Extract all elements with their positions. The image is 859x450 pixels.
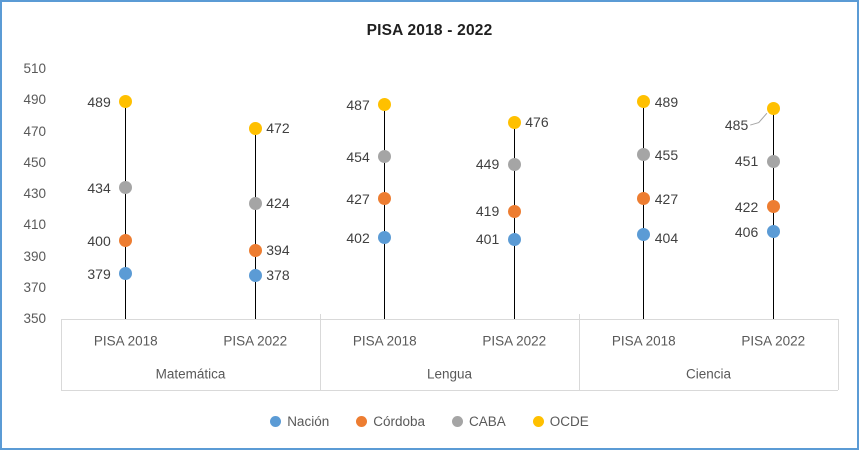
legend-item: OCDE — [532, 413, 589, 429]
data-point — [378, 192, 392, 206]
category-box-divider — [320, 314, 321, 390]
y-axis-tick-label: 410 — [23, 217, 46, 233]
legend-label: OCDE — [549, 413, 589, 429]
data-point-label: 394 — [266, 242, 290, 259]
data-point — [637, 95, 651, 109]
data-point-label: 434 — [87, 179, 111, 196]
data-point-label: 472 — [266, 120, 290, 137]
data-point-label: 454 — [346, 148, 370, 165]
legend-marker-icon — [356, 415, 368, 427]
data-point — [766, 101, 780, 115]
stem — [254, 128, 256, 319]
category-box-bottom-line — [61, 390, 838, 391]
data-point-label: 487 — [346, 96, 370, 113]
data-point-label: 489 — [87, 93, 111, 110]
data-point-label: 427 — [346, 190, 370, 207]
data-point — [637, 228, 651, 242]
stem — [125, 101, 127, 319]
axis-line — [61, 319, 838, 320]
stem — [513, 122, 515, 319]
y-axis-tick-label: 470 — [23, 123, 46, 139]
data-point-label: 422 — [734, 198, 759, 215]
data-point — [248, 121, 262, 135]
data-point — [378, 98, 392, 112]
legend-marker-icon — [532, 415, 544, 427]
data-point-label: 402 — [346, 229, 370, 246]
data-point-label: 485 — [724, 117, 749, 134]
data-point — [637, 192, 651, 206]
data-point-label: 476 — [525, 114, 549, 131]
data-point — [766, 154, 780, 168]
legend-label: Córdoba — [373, 413, 426, 429]
data-point — [248, 196, 262, 210]
data-point-label: 400 — [87, 232, 111, 249]
category-box-divider — [61, 319, 62, 390]
data-point-label: 379 — [87, 265, 111, 282]
data-point-label: 404 — [654, 229, 679, 246]
data-point-label: 427 — [654, 190, 679, 207]
data-point — [119, 267, 133, 281]
stem — [643, 101, 645, 319]
category-label: PISA 2018 — [352, 333, 417, 349]
y-axis-tick-label: 430 — [23, 186, 46, 201]
data-point — [119, 234, 133, 248]
data-point — [766, 200, 780, 213]
data-point — [378, 150, 392, 163]
data-point-label: 424 — [266, 195, 290, 212]
group-label: Ciencia — [685, 366, 732, 382]
data-point-label: 406 — [734, 223, 759, 240]
legend-item: Córdoba — [356, 414, 425, 429]
y-axis-tick-label: 510 — [23, 61, 46, 76]
stem — [772, 108, 774, 319]
group-label: Lengua — [426, 366, 473, 382]
y-axis-tick-label: 370 — [23, 279, 46, 295]
category-box-divider — [838, 319, 839, 390]
group-label: Matemática — [155, 366, 226, 382]
legend-item: CABA — [452, 414, 506, 429]
data-point — [507, 204, 521, 218]
legend-marker-icon — [452, 415, 464, 427]
label-leader-line — [750, 112, 768, 126]
data-point-label: 378 — [266, 267, 290, 284]
legend-label: Nación — [287, 413, 330, 429]
legend-marker-icon — [270, 415, 282, 427]
category-label: PISA 2022 — [741, 333, 806, 349]
y-axis-tick-label: 350 — [23, 311, 46, 326]
legend-label: CABA — [469, 413, 506, 429]
data-point — [507, 157, 521, 171]
category-label: PISA 2022 — [223, 333, 288, 349]
data-point-label: 449 — [475, 156, 500, 173]
data-point-label: 401 — [475, 231, 500, 248]
data-point — [507, 115, 521, 129]
category-label: PISA 2018 — [611, 333, 676, 349]
data-point — [637, 148, 651, 162]
legend-item: Nación — [270, 414, 329, 429]
category-label: PISA 2018 — [93, 333, 158, 349]
legend: Nación Córdoba CABA OCDE — [2, 410, 857, 432]
data-point — [119, 181, 133, 195]
data-point — [378, 231, 392, 245]
data-point — [119, 95, 133, 109]
category-label: PISA 2022 — [482, 333, 547, 349]
data-point — [507, 232, 521, 246]
stem — [384, 104, 386, 319]
data-point — [766, 225, 780, 238]
data-point-label: 451 — [734, 153, 759, 170]
chart-title: PISA 2018 - 2022 — [366, 22, 493, 39]
data-point-label: 489 — [654, 93, 679, 110]
y-axis-tick-label: 390 — [23, 248, 46, 264]
data-point-label: 419 — [475, 203, 500, 220]
category-box-divider — [579, 314, 580, 390]
y-axis-tick-label: 450 — [23, 154, 46, 170]
y-axis-tick-label: 490 — [23, 92, 46, 108]
data-point-label: 455 — [654, 146, 679, 163]
data-point — [248, 268, 262, 282]
data-point — [248, 243, 262, 257]
